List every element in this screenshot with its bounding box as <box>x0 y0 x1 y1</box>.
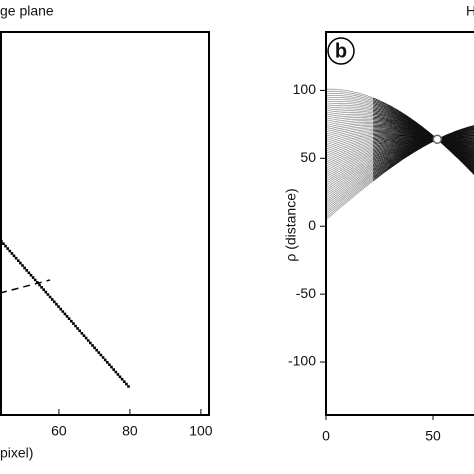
hough-curve <box>326 165 374 197</box>
hough-curve <box>326 146 374 167</box>
hough-curve <box>326 131 374 144</box>
hough-curve <box>326 112 374 116</box>
hough-curve <box>326 156 374 182</box>
hough-curve <box>326 121 374 129</box>
hough-curve <box>326 110 374 114</box>
y-tick-label: -100 <box>288 353 316 369</box>
hough-curve <box>326 169 374 204</box>
hough-curve <box>326 134 374 148</box>
hough-curve <box>326 117 374 122</box>
hough-curve <box>326 180 374 221</box>
hough-curve <box>326 164 374 195</box>
y-tick-label: 50 <box>300 149 316 165</box>
hough-curve <box>326 115 374 120</box>
panel-a-title: ge plane <box>0 3 54 19</box>
hough-curve <box>326 128 374 139</box>
hough-curve <box>326 101 374 107</box>
panel-b-plot <box>326 88 474 221</box>
x-tick-label: 100 <box>189 423 213 439</box>
panel-a-x-label: pixel) <box>0 445 33 461</box>
panel-label-circle <box>327 37 355 65</box>
x-tick-label: 50 <box>425 428 441 444</box>
pixel-line <box>0 240 130 388</box>
hough-curve <box>326 172 374 208</box>
hough-curve <box>326 130 374 141</box>
hough-curve <box>326 138 374 154</box>
panel-b-label: b <box>335 40 347 62</box>
hough-curve <box>326 108 374 112</box>
hough-curve <box>326 118 374 124</box>
hough-curve <box>326 145 374 165</box>
hough-curve <box>326 132 374 146</box>
y-tick-label: 100 <box>293 81 317 97</box>
hough-curve <box>326 158 374 186</box>
hough-curve <box>326 90 374 100</box>
hough-curve <box>326 161 374 191</box>
hough-curve <box>326 150 374 174</box>
hough-curve <box>326 137 374 152</box>
hough-curve <box>326 175 374 212</box>
y-tick-label: -50 <box>296 285 316 301</box>
peak-marker <box>432 134 443 145</box>
hough-curve <box>326 154 374 180</box>
hough-curve <box>326 123 374 131</box>
hough-curve <box>326 106 374 111</box>
x-tick-label: 0 <box>322 428 330 444</box>
hough-curve <box>326 126 374 135</box>
hough-curve <box>326 157 374 184</box>
hough-curve <box>326 160 374 189</box>
x-tick-label: 60 <box>51 423 67 439</box>
hough-curve <box>326 88 374 99</box>
hough-curve <box>326 166 374 199</box>
hough-curve <box>326 168 374 201</box>
panel-a-frame <box>0 31 210 416</box>
hough-curve <box>326 139 374 156</box>
hough-curve <box>326 127 374 137</box>
hough-curve <box>326 120 374 126</box>
hough-curve <box>326 162 374 193</box>
hough-curve <box>326 104 374 110</box>
hough-curve <box>326 151 374 176</box>
x-tick-label: 80 <box>122 423 138 439</box>
hough-curve <box>372 125 474 182</box>
hough-curve <box>326 124 374 133</box>
hough-curve <box>326 153 374 178</box>
hough-curve <box>326 135 374 150</box>
hough-curve <box>326 102 374 108</box>
y-tick-label: 0 <box>308 217 316 233</box>
panel-b-title: H <box>466 3 474 19</box>
normal-line <box>0 279 51 294</box>
hough-curve <box>326 147 374 169</box>
hough-curve <box>326 143 374 163</box>
hough-curve <box>326 170 374 206</box>
hough-curve <box>326 113 374 118</box>
hough-curve <box>326 176 374 214</box>
hough-curve <box>326 95 374 103</box>
hough-curve <box>326 97 374 104</box>
panel-b-y-label: ρ (distance) <box>283 188 299 261</box>
hough-curve <box>326 173 374 210</box>
hough-curve <box>326 179 374 218</box>
hough-curve <box>326 149 374 171</box>
hough-curve <box>326 92 374 102</box>
hough-curve <box>326 141 374 159</box>
panel-b-frame <box>325 31 474 416</box>
hough-curve <box>326 99 374 106</box>
hough-curve <box>326 142 374 161</box>
hough-curve <box>326 177 374 216</box>
panel-a-plot <box>0 240 130 388</box>
